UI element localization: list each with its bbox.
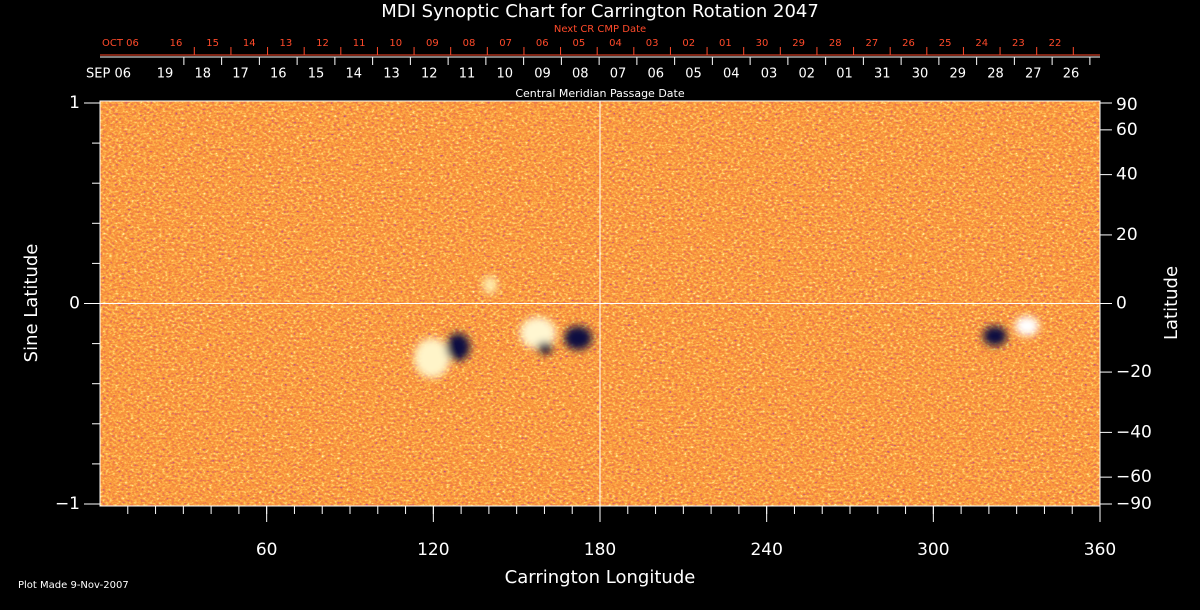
next_cr_dates-day: 12 [316,38,329,49]
y-tick-label: −1 [55,494,80,514]
x-tick-label: 60 [256,540,278,560]
next_cr_dates-day: 08 [463,38,476,49]
cmp_dates-day: 02 [798,67,815,82]
cmp_dates-day: 07 [610,67,627,82]
cmp_dates-day: 09 [534,67,551,82]
next_cr_dates-day: 05 [573,38,586,49]
cmp_dates-day: 31 [874,67,891,82]
next_cr_dates-day: 14 [243,38,256,49]
next_cr_dates-day: 26 [902,38,915,49]
next_cr_dates-day: 11 [353,38,366,49]
x-tick-label: 240 [750,540,782,560]
cmp_dates-day: 06 [647,67,664,82]
next_cr_dates-day: 27 [866,38,879,49]
cmp_dates-day: 04 [723,67,740,82]
cmp_dates-day: 03 [761,67,778,82]
cmp_dates-day: 18 [194,67,211,82]
x-axis-label: Carrington Longitude [505,567,696,588]
cmp_dates-day: 14 [345,67,362,82]
cmp_dates-day: 27 [1025,67,1042,82]
cmp_dates-day: 11 [459,67,476,82]
next_cr_dates-day: 23 [1012,38,1025,49]
cmp_dates-day: 17 [232,67,249,82]
cmp_dates-title: Central Meridian Passage Date [515,87,684,100]
footer: Plot Made 9-Nov-2007 [18,580,129,591]
next_cr_dates-day: 28 [829,38,842,49]
cmp_dates-day: 28 [987,67,1004,82]
cmp_dates-day: 10 [496,67,513,82]
cmp_dates-day: 05 [685,67,702,82]
x-tick-label: 120 [417,540,449,560]
cmp_dates-day: 15 [308,67,325,82]
y2-tick-label: 40 [1116,165,1138,185]
cmp_dates-day: 19 [157,67,174,82]
active-regions [414,276,1039,378]
next_cr_dates-day: 10 [389,38,402,49]
cmp_dates-day: 13 [383,67,400,82]
cmp_dates-start: SEP 06 [86,67,131,82]
next_cr_dates-day: 29 [792,38,805,49]
cmp_dates-day: 29 [949,67,966,82]
next_cr_dates-day: 09 [426,38,439,49]
next_cr_dates-day: 16 [170,38,183,49]
x-tick-label: 300 [917,540,949,560]
next_cr_dates-start: OCT 06 [102,38,139,49]
y-tick-label: 1 [69,93,80,113]
next_cr_dates-day: 02 [682,38,695,49]
cmp_dates-day: 01 [836,67,853,82]
y-tick-label: 0 [69,294,80,314]
next_cr_dates-day: 03 [646,38,659,49]
next_cr_dates-day: 15 [206,38,219,49]
cmp_dates-day: 16 [270,67,287,82]
next_cr_dates-day: 25 [939,38,952,49]
y2-tick-label: 20 [1116,225,1138,245]
x-tick-label: 360 [1084,540,1116,560]
y2-tick-label: −60 [1116,467,1152,487]
chart-title: MDI Synoptic Chart for Carrington Rotati… [381,1,819,22]
y2-axis-label: Latitude [1161,266,1182,340]
y2-tick-label: −20 [1116,362,1152,382]
cmp_dates-day: 26 [1063,67,1080,82]
y2-tick-label: −40 [1116,422,1152,442]
y2-tick-label: 60 [1116,120,1138,140]
y2-tick-label: 0 [1116,294,1127,314]
y-axis-label: Sine Latitude [21,244,42,363]
next_cr_dates-day: 22 [1049,38,1062,49]
y2-tick-label: −90 [1116,494,1152,514]
y2-tick-label: 90 [1116,95,1138,115]
cmp_dates-day: 30 [912,67,929,82]
next_cr_dates-day: 01 [719,38,732,49]
next_cr_dates-day: 06 [536,38,549,49]
next_cr_dates-day: 07 [499,38,512,49]
next_cr_dates-day: 13 [280,38,293,49]
x-tick-label: 180 [584,540,616,560]
cmp_dates-day: 08 [572,67,589,82]
next_cr_dates-day: 24 [975,38,988,49]
next_cr_dates-title: Next CR CMP Date [554,24,646,35]
next_cr_dates-day: 30 [756,38,769,49]
next_cr_dates-day: 04 [609,38,622,49]
cmp_dates-day: 12 [421,67,438,82]
